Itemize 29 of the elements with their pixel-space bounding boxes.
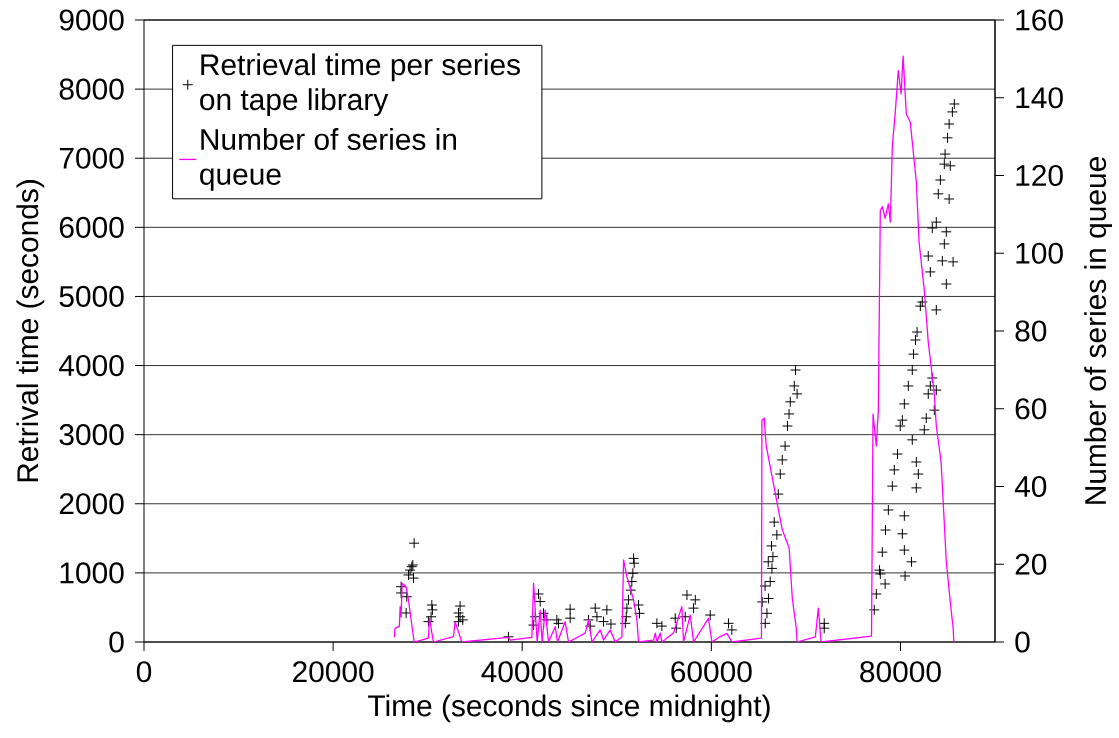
y-tick-label: 7000 — [59, 147, 124, 169]
y-tick-label: 3000 — [59, 424, 124, 446]
y2-tick-label: 80 — [1015, 320, 1047, 342]
y2-tick-label: 100 — [1016, 242, 1063, 264]
y-tick-label: 9000 — [59, 9, 124, 31]
y2-tick-label: 140 — [1016, 87, 1063, 109]
y-tick-label: 0 — [109, 631, 124, 653]
legend-label: Retrieval time per series on tape library — [200, 53, 520, 117]
y-tick-label: 2000 — [59, 493, 124, 515]
y-tick-label: 5000 — [59, 285, 124, 308]
y2-tick-label: 160 — [1016, 9, 1063, 31]
y2-tick-label: 60 — [1015, 398, 1047, 420]
y2-tick-label: 40 — [1014, 475, 1047, 498]
y2-tick-label: 20 — [1015, 553, 1047, 575]
y-axis-title: Retrival time (seconds) — [16, 180, 45, 482]
y-tick-label: 6000 — [59, 216, 124, 238]
legend-label: Number of series in queue — [200, 128, 457, 191]
x-tick-label: 20000 — [293, 661, 374, 683]
x-tick-label: 40000 — [481, 661, 563, 683]
x-axis-title: Time (seconds since midnight) — [368, 694, 770, 723]
y-tick-label: 8000 — [59, 78, 124, 100]
x-tick-label: 80000 — [860, 661, 941, 683]
x-tick-label: 60000 — [671, 661, 752, 683]
x-tick-label: 0 — [136, 661, 152, 683]
y-tick-label: 4000 — [59, 354, 124, 377]
y-tick-label: 1000 — [60, 562, 124, 584]
y2-axis-title: Number of series in queue — [1084, 157, 1113, 504]
y2-tick-label: 0 — [1015, 631, 1030, 653]
y2-tick-label: 120 — [1016, 164, 1063, 187]
